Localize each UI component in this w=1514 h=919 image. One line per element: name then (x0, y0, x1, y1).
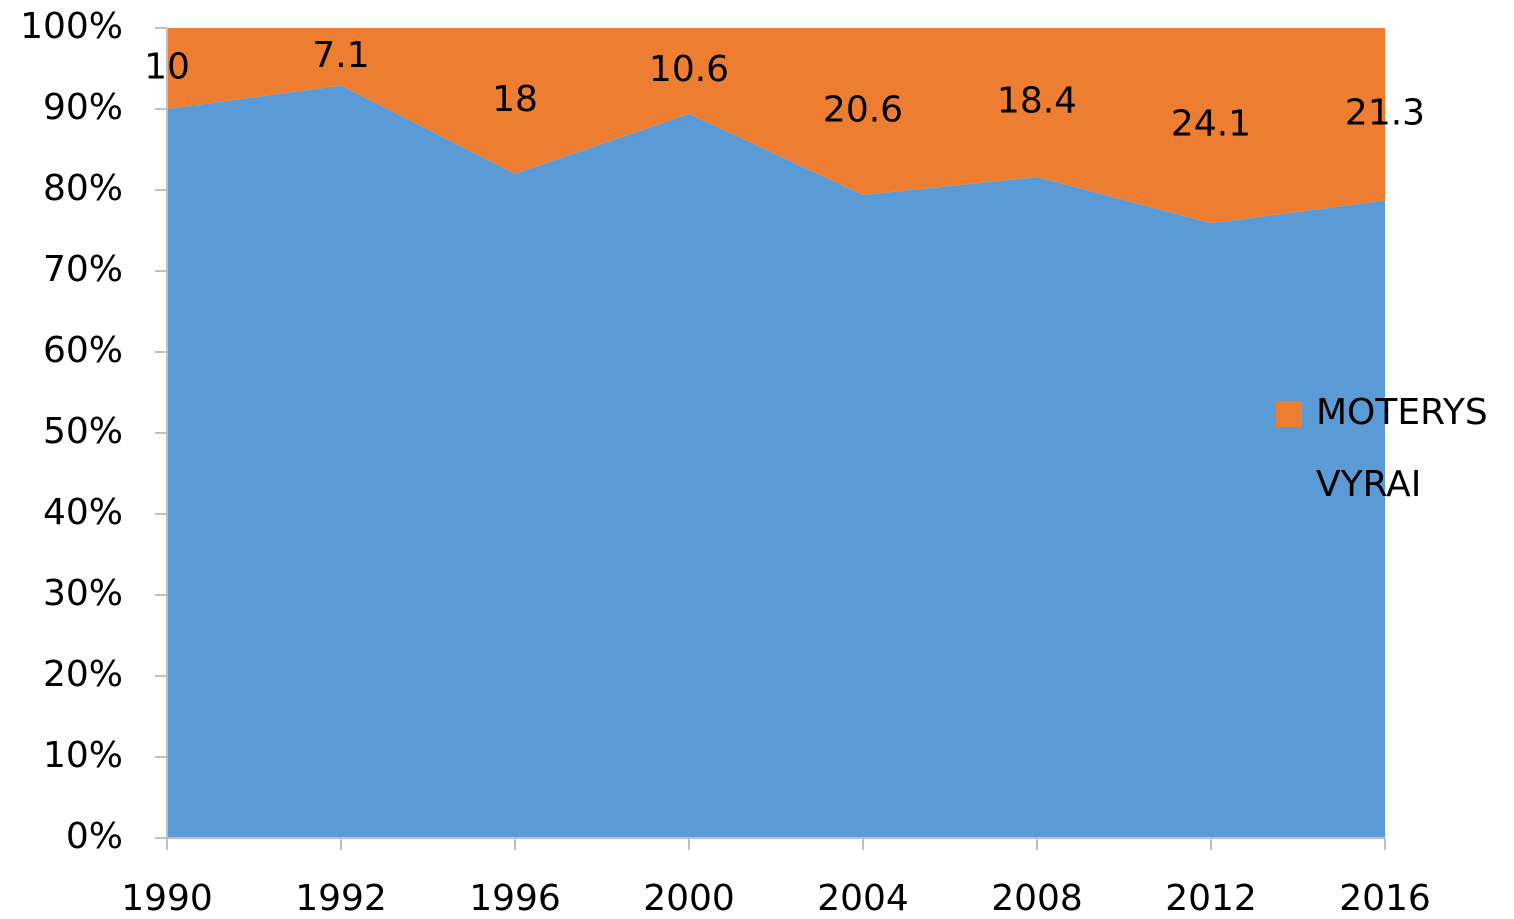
legend-swatch (1276, 473, 1302, 499)
y-tick-label: 10% (43, 735, 123, 776)
x-tick-label: 2008 (991, 878, 1083, 919)
y-tick-label: 0% (66, 816, 123, 857)
y-tick-label: 80% (43, 168, 123, 209)
x-tick-label: 1990 (121, 878, 213, 919)
x-tick-label: 2000 (643, 878, 735, 919)
legend-label: VYRAI (1316, 464, 1421, 505)
y-tick-label: 50% (43, 411, 123, 452)
area (167, 85, 1385, 838)
legend-label: MOTERYS (1316, 392, 1488, 433)
data-label: 18.4 (997, 81, 1077, 122)
x-tick-label: 2004 (817, 878, 909, 919)
y-tick-label: 90% (43, 87, 123, 128)
y-tick-label: 70% (43, 249, 123, 290)
data-label: 21.3 (1345, 92, 1425, 133)
data-label: 20.6 (823, 89, 903, 130)
y-tick-label: 40% (43, 492, 123, 533)
y-tick-label: 100% (20, 6, 123, 47)
y-tick-label: 20% (43, 654, 123, 695)
data-label: 10.6 (649, 49, 729, 90)
x-tick-label: 2012 (1165, 878, 1257, 919)
x-tick-label: 1992 (295, 878, 387, 919)
area (167, 28, 1385, 224)
data-label: 24.1 (1171, 104, 1251, 145)
legend-swatch (1276, 401, 1302, 427)
x-tick-label: 1996 (469, 878, 561, 919)
x-tick-label: 2016 (1339, 878, 1431, 919)
y-tick-label: 60% (43, 330, 123, 371)
y-tick-label: 30% (43, 573, 123, 614)
data-label: 7.1 (312, 35, 369, 76)
data-label: 18 (492, 79, 538, 120)
